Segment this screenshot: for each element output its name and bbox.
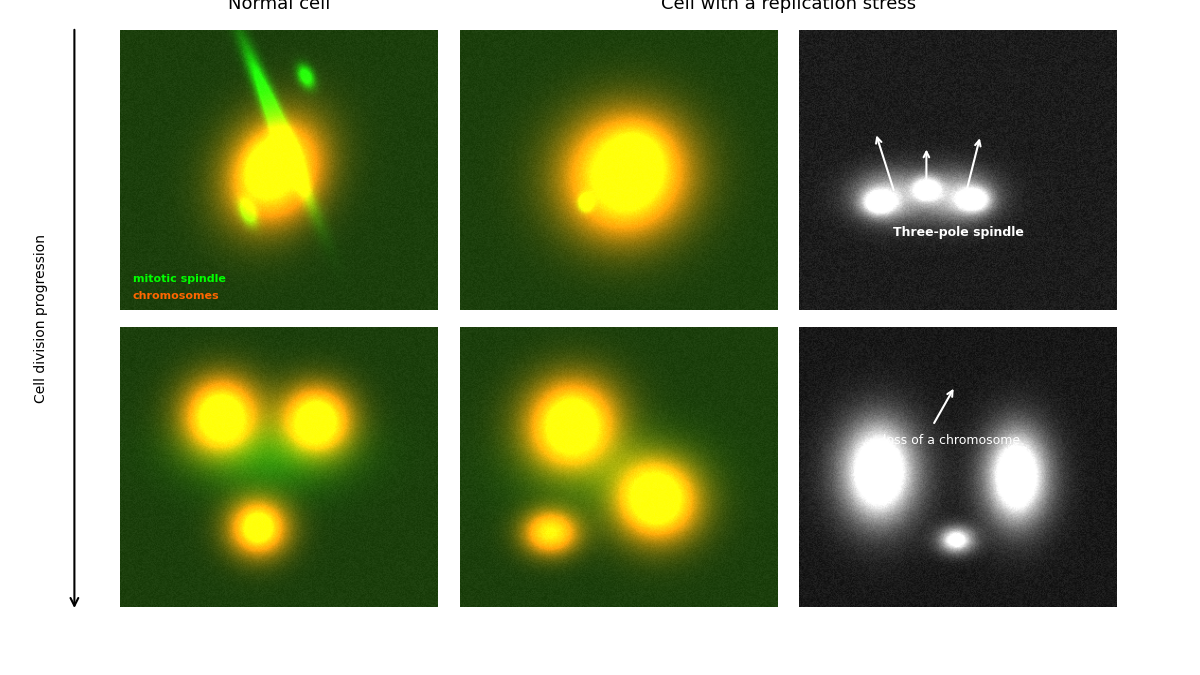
Text: Cell division progression: Cell division progression	[34, 234, 48, 404]
Text: chromosomes: chromosomes	[133, 292, 220, 301]
Text: mitotic spindle: mitotic spindle	[133, 275, 226, 284]
Text: Cell with a replication stress: Cell with a replication stress	[661, 0, 916, 14]
Text: Normal cell: Normal cell	[228, 0, 330, 14]
Text: loss of a chromosome: loss of a chromosome	[883, 434, 1020, 447]
Text: Three-pole spindle: Three-pole spindle	[893, 227, 1024, 240]
